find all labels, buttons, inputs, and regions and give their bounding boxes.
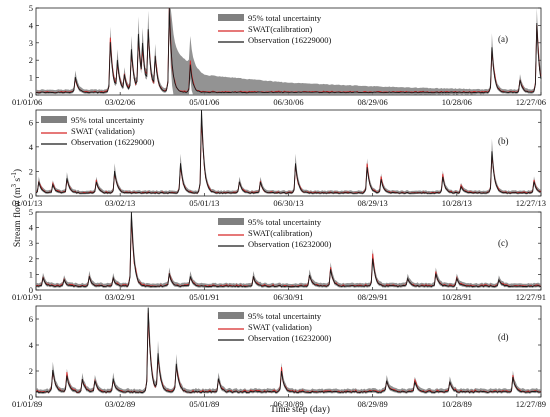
observed-series-line (36, 7, 542, 94)
panel-d: 0 2 4 6 01/01/89 03/02/89 05/01/89 06/30/89 08/2… (12, 305, 546, 409)
panel-tag: (d) (498, 332, 509, 342)
legend-label: Observation (16229000) (71, 137, 155, 147)
observed-series-line (35, 307, 542, 394)
y-tick-label: 4 (29, 142, 34, 152)
y-tick-label: 0 (29, 392, 33, 402)
x-tick-label: 12/27/13 (516, 198, 546, 208)
y-tick-label: 6 (29, 117, 33, 127)
x-tick-label: 05/01/13 (189, 198, 219, 208)
legend-swatch-band (218, 312, 244, 319)
x-tick-label: 06/30/13 (273, 198, 303, 208)
legend-label: SWAT(calibration) (248, 228, 312, 238)
y-tick-label: 3 (29, 38, 33, 48)
panel-a: 0 1 2 3 4 5 01/01/06 03/02/06 05/01/06 06/30/06 08… (12, 3, 546, 107)
x-tick-label: 12/27/06 (516, 97, 546, 107)
x-tick-label: 03/02/13 (105, 198, 135, 208)
y-tick-label: 4 (29, 223, 34, 233)
y-tick-label: 4 (29, 20, 34, 30)
legend-label: Observation (16229000) (248, 35, 332, 45)
y-tick-label: 4 (29, 340, 34, 350)
x-tick-label: 10/28/91 (442, 292, 472, 302)
x-tick-label: 05/01/89 (189, 399, 219, 409)
x-tick-label: 05/01/91 (189, 292, 219, 302)
x-tick-label: 12/27/91 (516, 292, 546, 302)
legend: 95% total uncertaintySWAT(calibration)Ob… (218, 217, 332, 249)
y-tick-label: 5 (29, 207, 33, 217)
x-tick-label: 08/29/13 (358, 198, 388, 208)
x-tick-label: 06/30/06 (273, 97, 303, 107)
y-tick-label: 0 (29, 285, 33, 295)
legend-label: 95% total uncertainty (248, 217, 322, 227)
panel-c: 0 1 2 3 4 5 01/01/91 03/02/91 05/01/91 06/30/91 08… (12, 207, 546, 302)
legend-label: 95% total uncertainty (71, 115, 145, 125)
y-tick-label: 0 (29, 90, 33, 100)
legend-label: Observation (16232000) (248, 239, 332, 249)
x-tick-label: 08/29/89 (358, 399, 388, 409)
y-tick-label: 2 (29, 366, 33, 376)
x-tick-label: 01/01/91 (12, 292, 42, 302)
x-tick-label: 03/02/06 (105, 97, 135, 107)
panel-b: 0 2 4 6 01/01/13 03/02/13 05/01/13 06/30/13 08/2… (12, 109, 546, 208)
x-tick-label: 06/30/89 (273, 399, 303, 409)
x-tick-label: 10/28/13 (442, 198, 472, 208)
legend-swatch-band (218, 218, 244, 225)
x-tick-label: 08/29/06 (358, 97, 388, 107)
y-tick-label: 1 (29, 269, 33, 279)
y-axis-title-sup2: -1 (10, 172, 18, 178)
y-axis-title-main: Stream flow (m (12, 187, 23, 247)
y-tick-label: 0 (29, 191, 33, 201)
legend: 95% total uncertaintySWAT(calibration)Ob… (218, 13, 332, 45)
legend-label: SWAT (validation) (248, 322, 312, 332)
x-tick-label: 10/28/06 (442, 97, 472, 107)
observed-series-line (35, 211, 542, 288)
x-tick-label: 01/01/89 (12, 399, 42, 409)
y-tick-label: 2 (29, 254, 33, 264)
legend-label: Observation (16232000) (248, 333, 332, 343)
legend-label: 95% total uncertainty (248, 13, 322, 23)
legend-label: SWAT(calibration) (248, 24, 312, 34)
svg-text:Stream flow (m3 s-1): Stream flow (m3 s-1) (10, 169, 23, 247)
legend-swatch-band (218, 14, 244, 21)
x-tick-label: 01/01/13 (12, 198, 42, 208)
x-tick-label: 03/02/89 (105, 399, 135, 409)
panel-tag: (a) (498, 34, 508, 44)
legend-swatch-band (41, 116, 67, 123)
legend-label: 95% total uncertainty (248, 311, 322, 321)
x-tick-label: 05/01/06 (189, 97, 219, 107)
y-tick-label: 2 (29, 166, 33, 176)
observed-series-line (35, 109, 542, 194)
legend-label: SWAT (validation) (71, 126, 135, 136)
x-tick-label: 08/29/91 (358, 292, 388, 302)
y-tick-label: 5 (29, 3, 33, 13)
y-axis-title-mid: s (13, 178, 23, 184)
x-axis-title: Time step (day) (270, 404, 330, 415)
x-tick-label: 06/30/91 (273, 292, 303, 302)
y-axis-title-end: ) (12, 169, 23, 172)
panel-tag: (b) (498, 136, 509, 146)
y-tick-label: 6 (29, 314, 33, 324)
x-tick-label: 12/27/89 (516, 399, 546, 409)
x-tick-label: 01/01/06 (12, 97, 42, 107)
y-tick-label: 3 (29, 238, 33, 248)
x-tick-label: 03/02/91 (105, 292, 135, 302)
y-tick-label: 1 (29, 73, 33, 83)
y-tick-label: 2 (29, 55, 33, 65)
y-axis-title-sup1: 3 (10, 183, 18, 187)
x-tick-label: 10/28/89 (442, 399, 472, 409)
y-axis-title: Stream flow (m3 s-1) (10, 169, 23, 247)
panel-tag: (c) (498, 238, 508, 248)
